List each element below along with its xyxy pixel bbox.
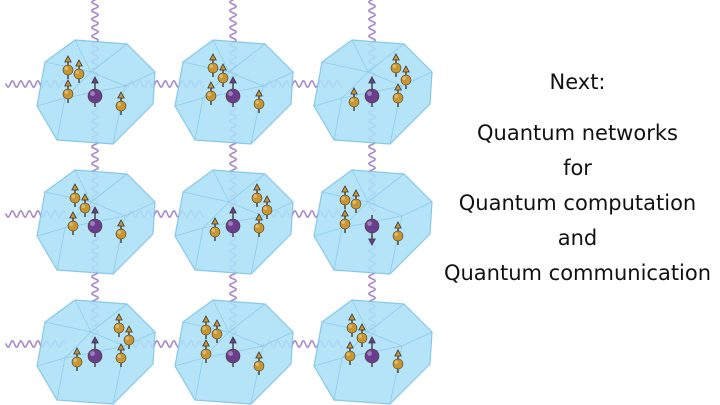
- nuclear-spin-icon: [205, 81, 217, 105]
- electron-spin-icon: [364, 76, 380, 107]
- nuclear-spin-icon: [344, 341, 356, 365]
- electron-spin-icon: [225, 336, 241, 367]
- caption-heading: Next:: [549, 70, 606, 94]
- electron-spin-icon: [225, 76, 241, 107]
- nuclear-spin-icon: [71, 347, 83, 371]
- diamond-crystal-icon: [36, 39, 156, 145]
- nuclear-spin-icon: [346, 313, 358, 337]
- nuclear-spin-icon: [115, 343, 127, 367]
- nuclear-spin-icon: [253, 89, 265, 113]
- caption-line-2: for: [563, 156, 592, 180]
- electron-spin-icon: [87, 336, 103, 367]
- nuclear-spin-icon: [211, 319, 223, 343]
- nuclear-spin-icon: [115, 219, 127, 243]
- nuclear-spin-icon: [62, 55, 74, 79]
- nuclear-spin-icon: [62, 79, 74, 103]
- nuclear-spin-icon: [392, 221, 404, 245]
- caption-line-4: and: [557, 226, 598, 250]
- nuclear-spin-icon: [339, 185, 351, 209]
- nuclear-spin-icon: [348, 87, 360, 111]
- nuclear-spin-icon: [79, 193, 91, 217]
- nuclear-spin-icon: [356, 323, 368, 347]
- nuclear-spin-icon: [390, 53, 402, 77]
- diamond-crystal-icon: [36, 299, 156, 405]
- nuclear-spin-icon: [253, 351, 265, 375]
- electron-spin-icon: [364, 336, 380, 367]
- nuclear-spin-icon: [209, 217, 221, 241]
- electron-spin-icon: [364, 215, 380, 246]
- caption-line-3: Quantum computation: [458, 191, 697, 215]
- nuclear-spin-icon: [200, 339, 212, 363]
- quantum-network-diagram: [5, 0, 433, 405]
- nuclear-spin-icon: [261, 195, 273, 219]
- caption-line-5: Quantum communication: [443, 261, 712, 285]
- diamond-crystal-icon: [174, 169, 294, 275]
- nuclear-spin-icon: [350, 189, 362, 213]
- electron-spin-icon: [87, 206, 103, 237]
- nuclear-spin-icon: [392, 83, 404, 107]
- nuclear-spin-icon: [73, 59, 85, 83]
- diamond-crystal-icon: [174, 299, 294, 405]
- electron-spin-icon: [225, 206, 241, 237]
- nuclear-spin-icon: [207, 53, 219, 77]
- nuclear-spin-icon: [67, 211, 79, 235]
- nuclear-spin-icon: [69, 183, 81, 207]
- electron-spin-icon: [87, 76, 103, 107]
- caption-line-1: Quantum networks: [477, 121, 678, 145]
- nuclear-spin-icon: [253, 213, 265, 237]
- nuclear-spin-icon: [392, 349, 404, 373]
- nuclear-spin-icon: [251, 183, 263, 207]
- nuclear-spin-icon: [400, 65, 412, 89]
- nuclear-spin-icon: [123, 325, 135, 349]
- nuclear-spin-icon: [217, 63, 229, 87]
- diamond-crystal-icon: [313, 39, 433, 145]
- nuclear-spin-icon: [339, 209, 351, 233]
- nuclear-spin-icon: [115, 91, 127, 115]
- slide-caption: Next: Quantum networks for Quantum compu…: [440, 70, 715, 291]
- nuclear-spin-icon: [113, 313, 125, 337]
- diamond-crystal-icon: [313, 299, 433, 405]
- diamond-crystal-icon: [313, 169, 433, 275]
- diamond-crystal-icon: [174, 39, 294, 145]
- diamond-crystal-icon: [36, 169, 156, 275]
- nuclear-spin-icon: [200, 315, 212, 339]
